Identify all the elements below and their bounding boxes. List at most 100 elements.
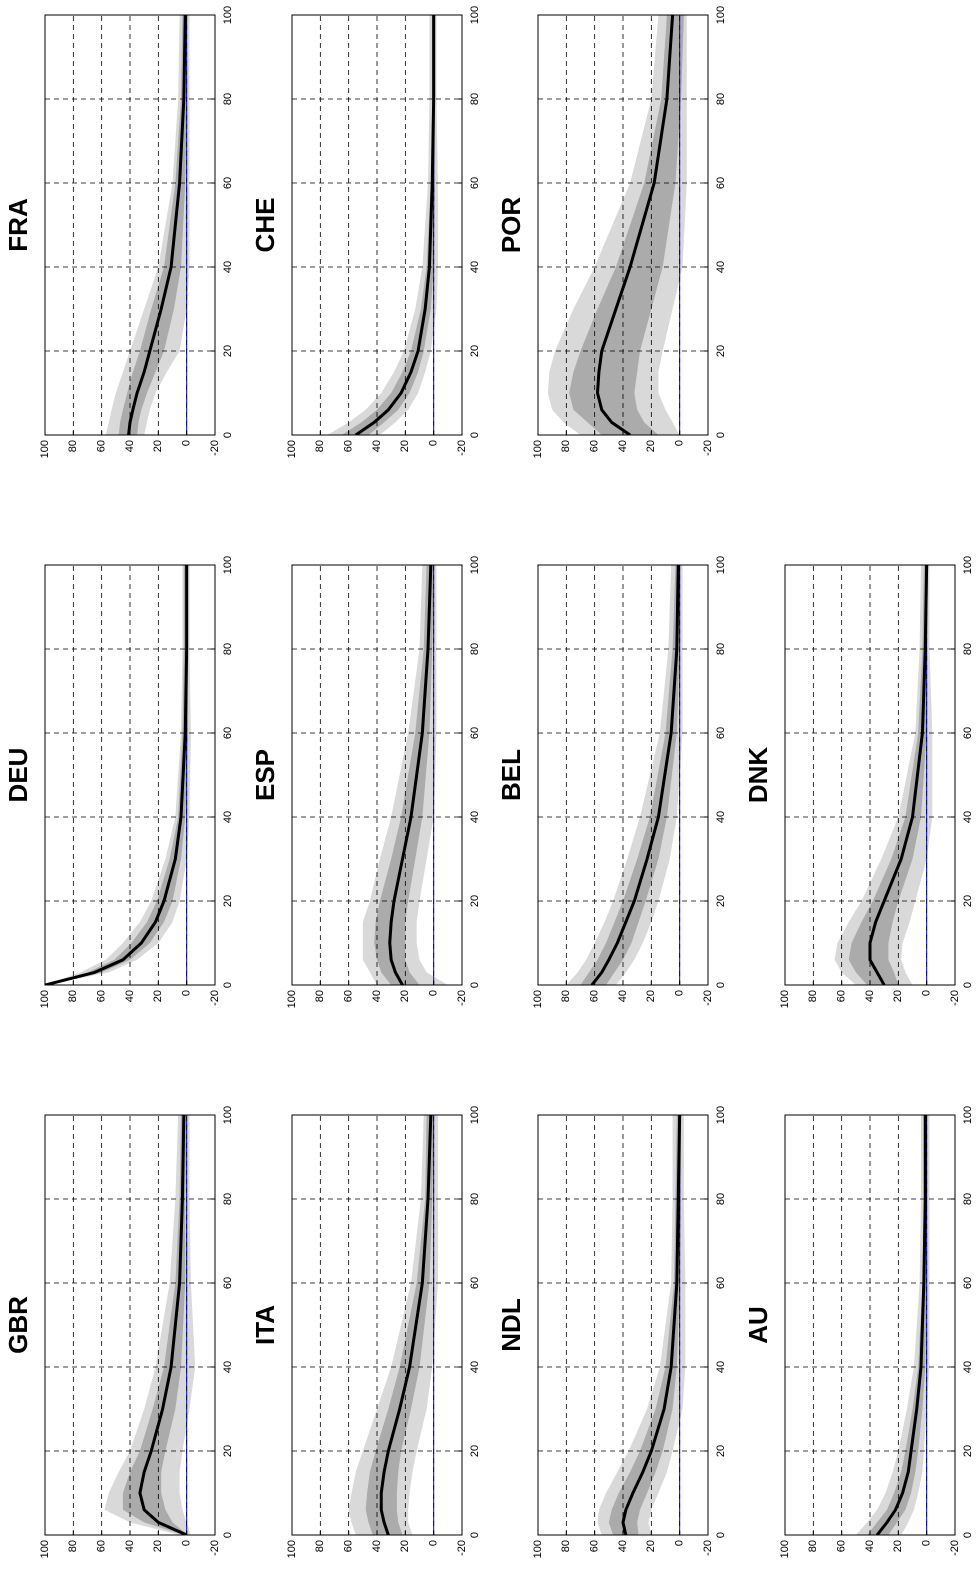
x-tick-label: 0 — [222, 432, 234, 438]
median-line — [138, 1115, 188, 1535]
x-tick-label: 20 — [222, 895, 234, 907]
x-tick-label: 60 — [715, 177, 727, 189]
confidence-band — [118, 15, 187, 435]
y-tick-label: 100 — [286, 990, 298, 1008]
y-tick-label: 0 — [921, 990, 933, 996]
plot-frame — [291, 564, 463, 986]
panel-title: POR — [496, 197, 526, 254]
plot-frame — [784, 564, 956, 986]
x-tick-label: 20 — [715, 345, 727, 357]
y-tick-label: 60 — [343, 440, 355, 452]
y-tick-label: 100 — [39, 990, 51, 1008]
confidence-band — [566, 565, 683, 985]
x-tick-label: 0 — [222, 982, 234, 988]
confidence-band — [608, 1115, 682, 1535]
x-tick-label: 0 — [469, 1532, 481, 1538]
y-tick-label: 20 — [399, 1540, 411, 1552]
y-tick-label: 100 — [39, 1540, 51, 1558]
x-tick-label: 20 — [469, 1445, 481, 1457]
x-tick-label: 60 — [715, 1277, 727, 1289]
x-tick-label: 40 — [222, 811, 234, 823]
x-tick-label: 80 — [715, 643, 727, 655]
panel-title: CHE — [250, 198, 280, 253]
plot-frame — [537, 14, 709, 436]
panel-title: GBR — [3, 1296, 33, 1354]
y-tick-label: 60 — [836, 990, 848, 1002]
x-tick-label: 60 — [962, 1277, 974, 1289]
y-tick-label: -20 — [456, 1540, 468, 1556]
y-tick-label: 80 — [314, 1540, 326, 1552]
x-tick-label: 100 — [222, 1106, 234, 1124]
x-tick-label: 80 — [469, 1193, 481, 1205]
y-tick-label: 60 — [836, 1540, 848, 1552]
x-tick-label: 100 — [962, 1106, 974, 1124]
y-tick-label: 0 — [921, 1540, 933, 1546]
y-tick-label: 20 — [399, 990, 411, 1002]
plot-frame — [291, 1114, 463, 1536]
y-tick-label: 80 — [560, 440, 572, 452]
plot-area — [348, 1115, 438, 1535]
y-tick-label: 100 — [286, 1540, 298, 1558]
confidence-band — [547, 15, 687, 435]
y-tick-label: 0 — [428, 1540, 440, 1546]
x-tick-label: 0 — [962, 982, 974, 988]
y-tick-label: 20 — [892, 1540, 904, 1552]
y-tick-label: -20 — [949, 1540, 961, 1556]
x-tick-label: 80 — [222, 643, 234, 655]
x-tick-label: 60 — [222, 727, 234, 739]
x-tick-label: 80 — [469, 93, 481, 105]
y-tick-label: 60 — [96, 1540, 108, 1552]
x-tick-label: 60 — [222, 177, 234, 189]
x-tick-label: 100 — [469, 556, 481, 574]
plot-frame — [44, 1114, 216, 1536]
x-tick-label: 60 — [469, 1277, 481, 1289]
x-tick-label: 40 — [469, 1361, 481, 1373]
panel-title: ITA — [250, 1305, 280, 1345]
y-tick-label: 20 — [645, 440, 657, 452]
x-tick-label: 0 — [222, 1532, 234, 1538]
x-tick-label: 40 — [222, 261, 234, 273]
y-tick-label: 80 — [560, 990, 572, 1002]
x-tick-label: 20 — [469, 895, 481, 907]
y-tick-label: 80 — [67, 990, 79, 1002]
y-tick-label: 40 — [864, 990, 876, 1002]
confidence-band — [45, 565, 191, 985]
x-tick-label: 80 — [962, 1193, 974, 1205]
y-tick-label: 20 — [152, 440, 164, 452]
x-tick-label: 40 — [962, 1361, 974, 1373]
x-tick-label: 80 — [962, 643, 974, 655]
y-tick-label: 60 — [589, 1540, 601, 1552]
x-tick-label: 100 — [469, 1106, 481, 1124]
plot-area — [855, 1115, 930, 1535]
median-line — [127, 15, 187, 435]
x-tick-label: 20 — [962, 1445, 974, 1457]
plot-frame — [537, 564, 709, 986]
x-tick-label: 60 — [715, 727, 727, 739]
y-tick-label: 80 — [314, 440, 326, 452]
x-tick-label: 40 — [715, 811, 727, 823]
x-tick-label: 100 — [715, 6, 727, 24]
x-tick-label: 20 — [469, 345, 481, 357]
x-tick-label: 0 — [962, 1532, 974, 1538]
x-tick-label: 20 — [715, 1445, 727, 1457]
plot-area — [105, 15, 190, 435]
median-line — [379, 1115, 433, 1535]
x-tick-label: 0 — [469, 982, 481, 988]
y-tick-label: 100 — [779, 990, 791, 1008]
plot-frame — [784, 1114, 956, 1536]
plot-area — [327, 15, 438, 435]
x-tick-label: 40 — [222, 1361, 234, 1373]
x-tick-label: 60 — [962, 727, 974, 739]
y-tick-label: 60 — [589, 440, 601, 452]
plot-frame — [291, 14, 463, 436]
y-tick-label: 20 — [645, 1540, 657, 1552]
median-line — [590, 565, 680, 985]
y-tick-label: 60 — [589, 990, 601, 1002]
